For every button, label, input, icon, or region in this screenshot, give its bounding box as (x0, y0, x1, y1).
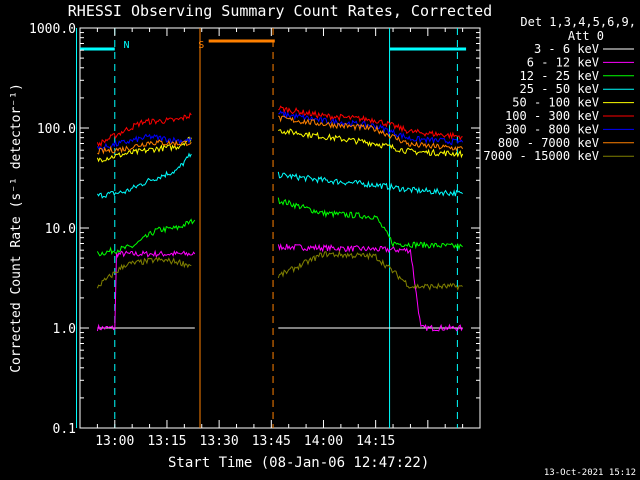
series-line (277, 250, 463, 291)
event-label: N (123, 40, 129, 51)
series-line (278, 128, 464, 159)
attenuator-label: Att 0 (568, 29, 604, 43)
x-tick-label: 13:00 (95, 434, 134, 449)
legend-label: 300 - 800 keV (505, 122, 599, 136)
y-tick-label: 10.0 (45, 222, 76, 237)
chart-title: RHESSI Observing Summary Count Rates, Co… (68, 2, 492, 20)
series-line (277, 243, 464, 332)
y-tick-label: 1.0 (53, 322, 76, 337)
legend-label: 12 - 25 keV (520, 69, 599, 83)
detector-label: Det 1,3,4,5,6,9, (520, 15, 636, 29)
legend-label: 100 - 300 keV (505, 109, 599, 123)
series-line (277, 171, 463, 197)
series-line (96, 152, 192, 199)
series-line (96, 136, 192, 163)
series-line (96, 218, 196, 257)
series-line (278, 110, 464, 146)
legend-label: 3 - 6 keV (534, 42, 599, 56)
legend-label: 50 - 100 keV (512, 96, 599, 110)
x-tick-label: 13:30 (200, 434, 239, 449)
x-axis: 13:00 13:15 13:30 13:45 14:00 14:15 (79, 28, 481, 449)
legend-label: 6 - 12 keV (527, 55, 599, 69)
y-tick-label: 100.0 (37, 122, 76, 137)
series-line (277, 115, 464, 152)
plot-frame (79, 27, 481, 429)
x-axis-label: Start Time (08-Jan-06 12:47:22) (168, 455, 429, 471)
series-line (278, 105, 463, 141)
y-tick-label: 1000.0 (29, 22, 76, 37)
series-line (96, 112, 192, 148)
timestamp: 13-Oct-2021 15:12 (544, 468, 636, 478)
x-tick-label: 13:45 (252, 434, 291, 449)
y-tick-label: 0.1 (53, 422, 76, 437)
x-tick-label: 14:00 (304, 434, 343, 449)
series-line (97, 139, 192, 155)
series-lines (96, 105, 464, 332)
legend-label: 25 - 50 keV (520, 82, 599, 96)
x-tick-label: 14:15 (356, 434, 395, 449)
series-line (277, 197, 463, 251)
y-axis: 0.1 1.0 10.0 100.0 1000.0 (29, 22, 480, 437)
y-axis-label: Corrected Count Rate (s⁻¹ detector⁻¹) (9, 83, 24, 373)
x-tick-label: 13:15 (147, 434, 186, 449)
series-line (96, 249, 196, 332)
legend-label: 7000 - 15000 keV (483, 149, 599, 163)
series-line (96, 256, 192, 289)
legend-label: 800 - 7000 keV (498, 136, 599, 150)
event-label: S (198, 40, 204, 51)
